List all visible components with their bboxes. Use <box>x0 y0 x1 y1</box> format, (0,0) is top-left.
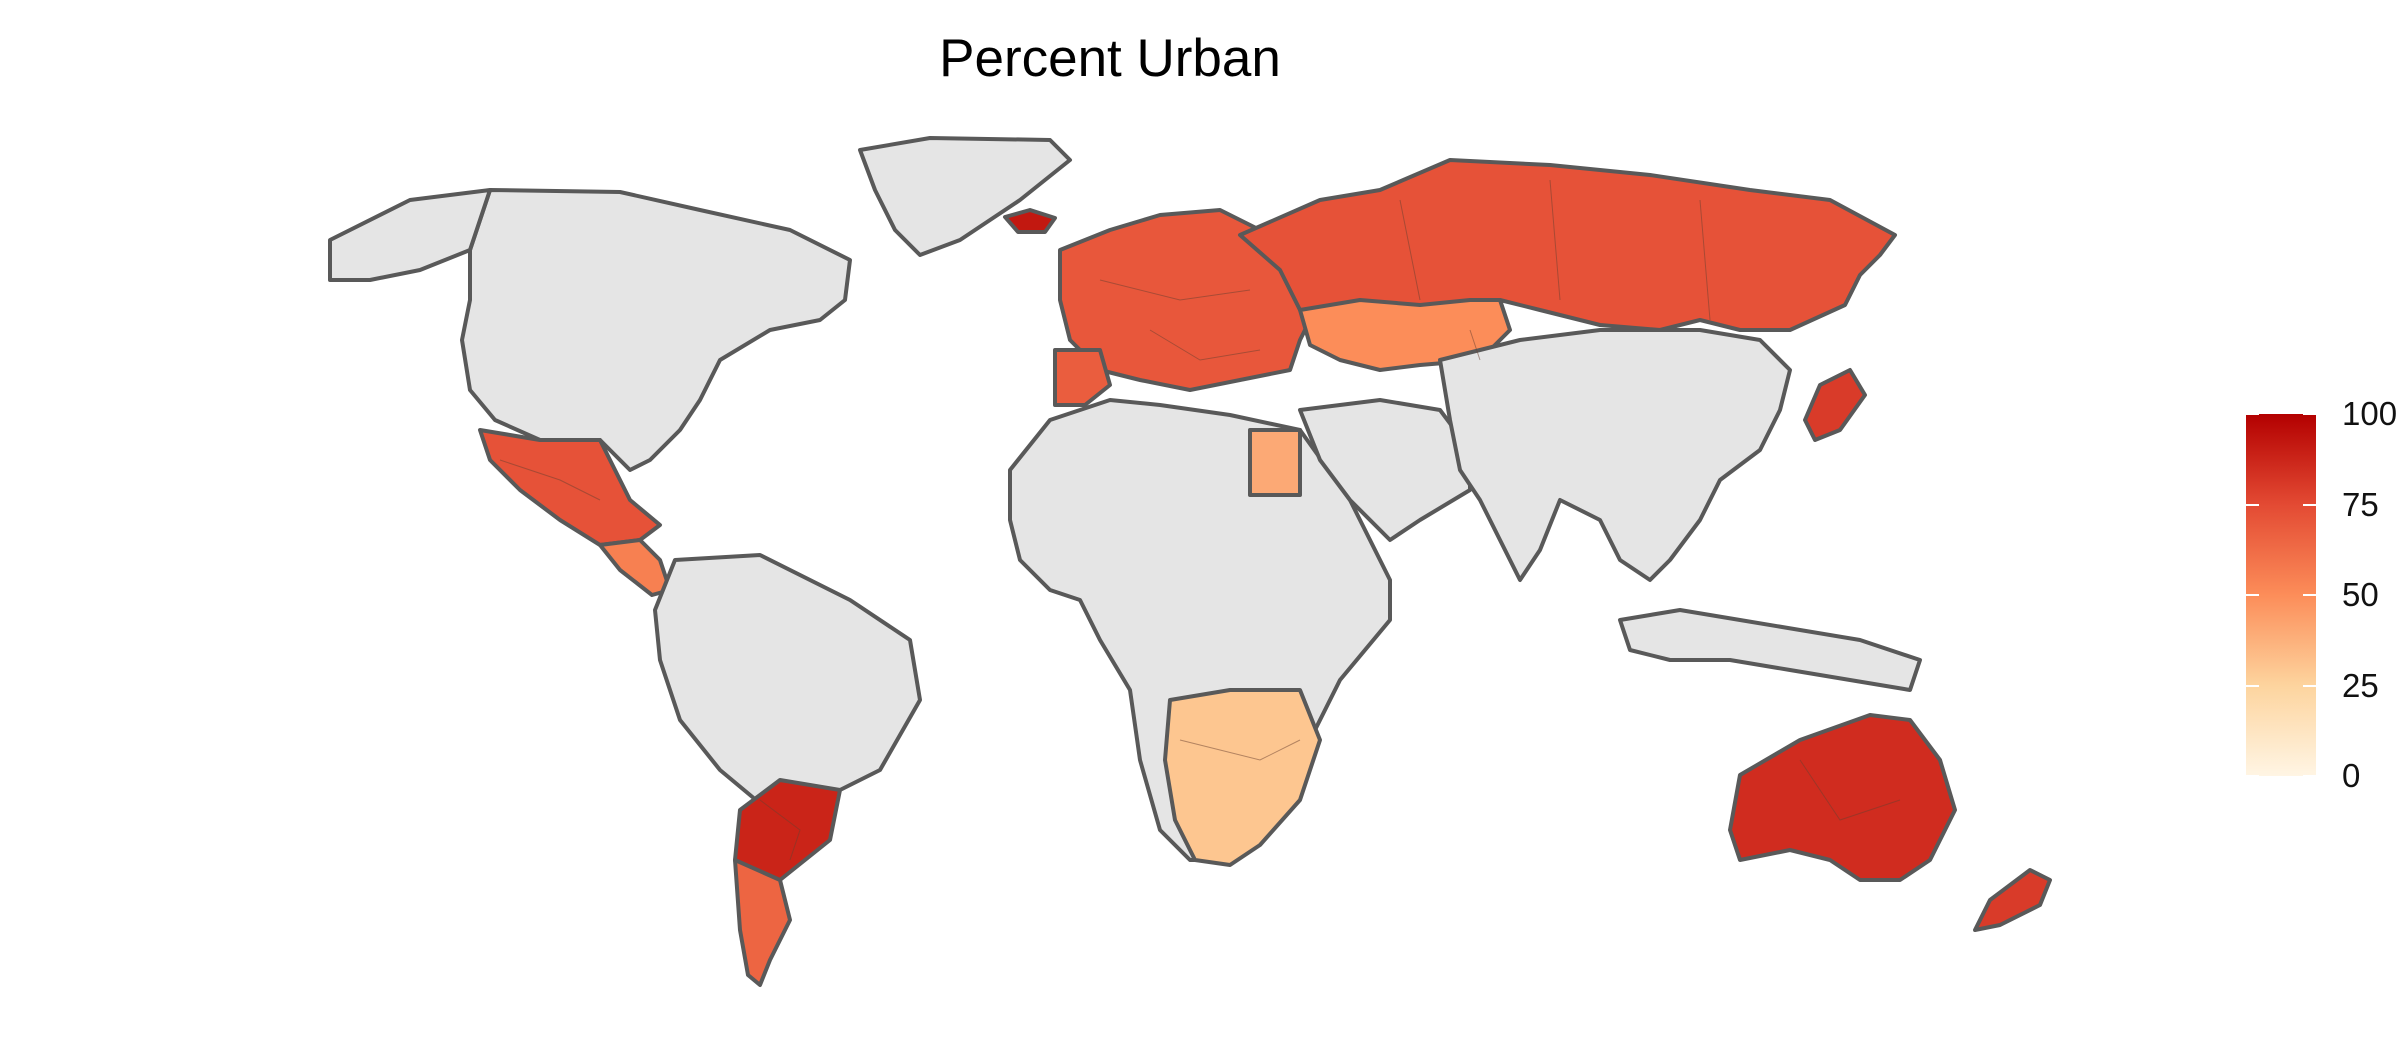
legend-tick <box>2246 775 2259 777</box>
province-line <box>1799 759 1901 821</box>
legend-tick <box>2303 684 2316 687</box>
region-southern-africa <box>1163 688 1322 867</box>
legend-tick <box>2303 503 2316 506</box>
legend-label: 0 <box>2342 757 2361 794</box>
region-layer <box>328 136 2052 987</box>
province-line <box>1549 179 1561 301</box>
legend-tick <box>2303 413 2316 415</box>
province-line <box>759 799 801 861</box>
province-line <box>1099 279 1251 301</box>
legend-label: 100 <box>2342 395 2398 432</box>
province-line <box>1179 739 1301 761</box>
province-line <box>1149 329 1261 361</box>
region-japan <box>1803 368 1867 442</box>
legend-tick <box>2246 503 2259 506</box>
legend-tick <box>2303 775 2316 777</box>
region-alaska <box>328 188 492 282</box>
province-line <box>1699 199 1711 321</box>
region-new-zealand <box>1973 868 2052 932</box>
legend-label: 75 <box>2342 485 2379 523</box>
region-north-america <box>460 188 852 472</box>
region-greenland <box>858 136 1072 257</box>
region-iberia <box>1053 348 1112 407</box>
region-asia <box>1438 328 1792 582</box>
region-middle-east <box>1298 398 1472 542</box>
province-line <box>499 459 601 501</box>
region-egypt <box>1248 428 1302 497</box>
legend: 100 75 50 25 0 <box>2246 397 2400 792</box>
legend-label: 50 <box>2342 576 2379 613</box>
region-australia <box>1728 713 1957 882</box>
legend-tick <box>2246 594 2259 596</box>
region-central-america <box>598 538 672 597</box>
region-patagonia <box>733 858 792 987</box>
legend-label: 25 <box>2342 666 2379 704</box>
legend-tick <box>2246 413 2259 415</box>
region-indonesia <box>1618 608 1922 692</box>
province-line <box>1469 329 1481 361</box>
legend-tick <box>2246 684 2259 687</box>
legend-tick <box>2303 594 2316 596</box>
province-lines <box>499 179 1901 861</box>
region-mexico <box>478 428 662 547</box>
region-iceland <box>1003 208 1057 234</box>
map-title: Percent Urban <box>939 29 1281 88</box>
province-line <box>1399 199 1421 301</box>
